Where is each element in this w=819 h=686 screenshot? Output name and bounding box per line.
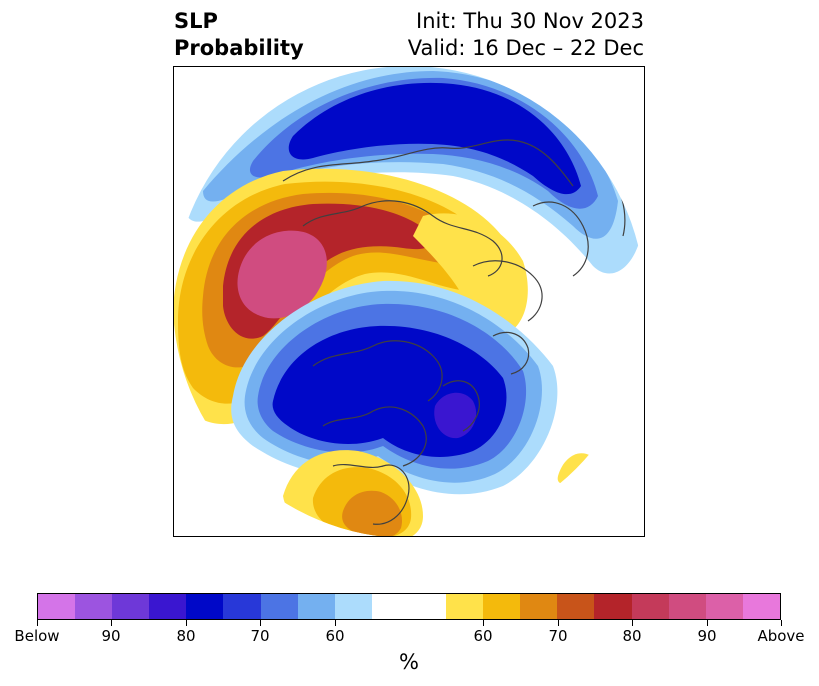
map-dates: Init: Thu 30 Nov 2023 Valid: 16 Dec – 22… (408, 8, 644, 62)
colorbar-tick (36, 620, 38, 626)
colorbar-segment (557, 594, 595, 619)
anomaly-westus-mid (342, 490, 402, 537)
valid-range: Valid: 16 Dec – 22 Dec (407, 36, 644, 60)
init-date: Init: Thu 30 Nov 2023 (416, 9, 644, 33)
colorbar-segment (149, 594, 187, 619)
colorbar-tick (631, 620, 633, 626)
colorbar-tick-label: 80 (176, 627, 196, 645)
colorbar-segment (260, 594, 298, 619)
colorbar-tick (259, 620, 261, 626)
colorbar-segment (742, 594, 780, 619)
colorbar-tick (780, 620, 782, 626)
probability-map (173, 66, 645, 537)
colorbar-tick (185, 620, 187, 626)
colorbar-segment (668, 594, 706, 619)
colorbar-segment (38, 594, 76, 619)
colorbar-segment (408, 594, 447, 619)
map-title: SLP Probability (174, 8, 304, 62)
colorbar-segment (705, 594, 743, 619)
anomaly-atlantic-strong (434, 392, 477, 439)
colorbar-tick (110, 620, 112, 626)
map-frame (173, 66, 645, 537)
colorbar-tick-label: 70 (548, 627, 568, 645)
colorbar-segment (371, 594, 409, 619)
colorbar-tick (482, 620, 484, 626)
colorbar-segment (75, 594, 113, 619)
colorbar-segment (483, 594, 521, 619)
title-variable: SLP (174, 9, 218, 33)
colorbar-tick-label: 70 (250, 627, 270, 645)
colorbar-segment (446, 594, 484, 619)
colorbar (37, 593, 781, 620)
anomaly-north-core (288, 82, 581, 195)
colorbar-segment (334, 594, 372, 619)
anomaly-asia-faint (413, 213, 528, 338)
colorbar-segment (594, 594, 632, 619)
colorbar-unit: % (399, 650, 419, 674)
colorbar-tick-label: 60 (325, 627, 345, 645)
colorbar-segment (186, 594, 224, 619)
colorbar-segment (520, 594, 558, 619)
colorbar-tick (334, 620, 336, 626)
anomaly-pacific-max (237, 230, 327, 319)
colorbar-segment (297, 594, 335, 619)
colorbar-tick (706, 620, 708, 626)
colorbar-tick-label: 90 (101, 627, 121, 645)
colorbar-tick-label: 60 (473, 627, 493, 645)
colorbar-segment (631, 594, 669, 619)
colorbar-tick (557, 620, 559, 626)
colorbar-tick-label: 90 (697, 627, 717, 645)
colorbar-segment (223, 594, 261, 619)
colorbar-segment (112, 594, 150, 619)
colorbar-tick-label: Above (757, 627, 805, 645)
colorbar-tick-label: 80 (622, 627, 642, 645)
title-metric: Probability (174, 36, 304, 60)
colorbar-tick-label: Below (14, 627, 60, 645)
